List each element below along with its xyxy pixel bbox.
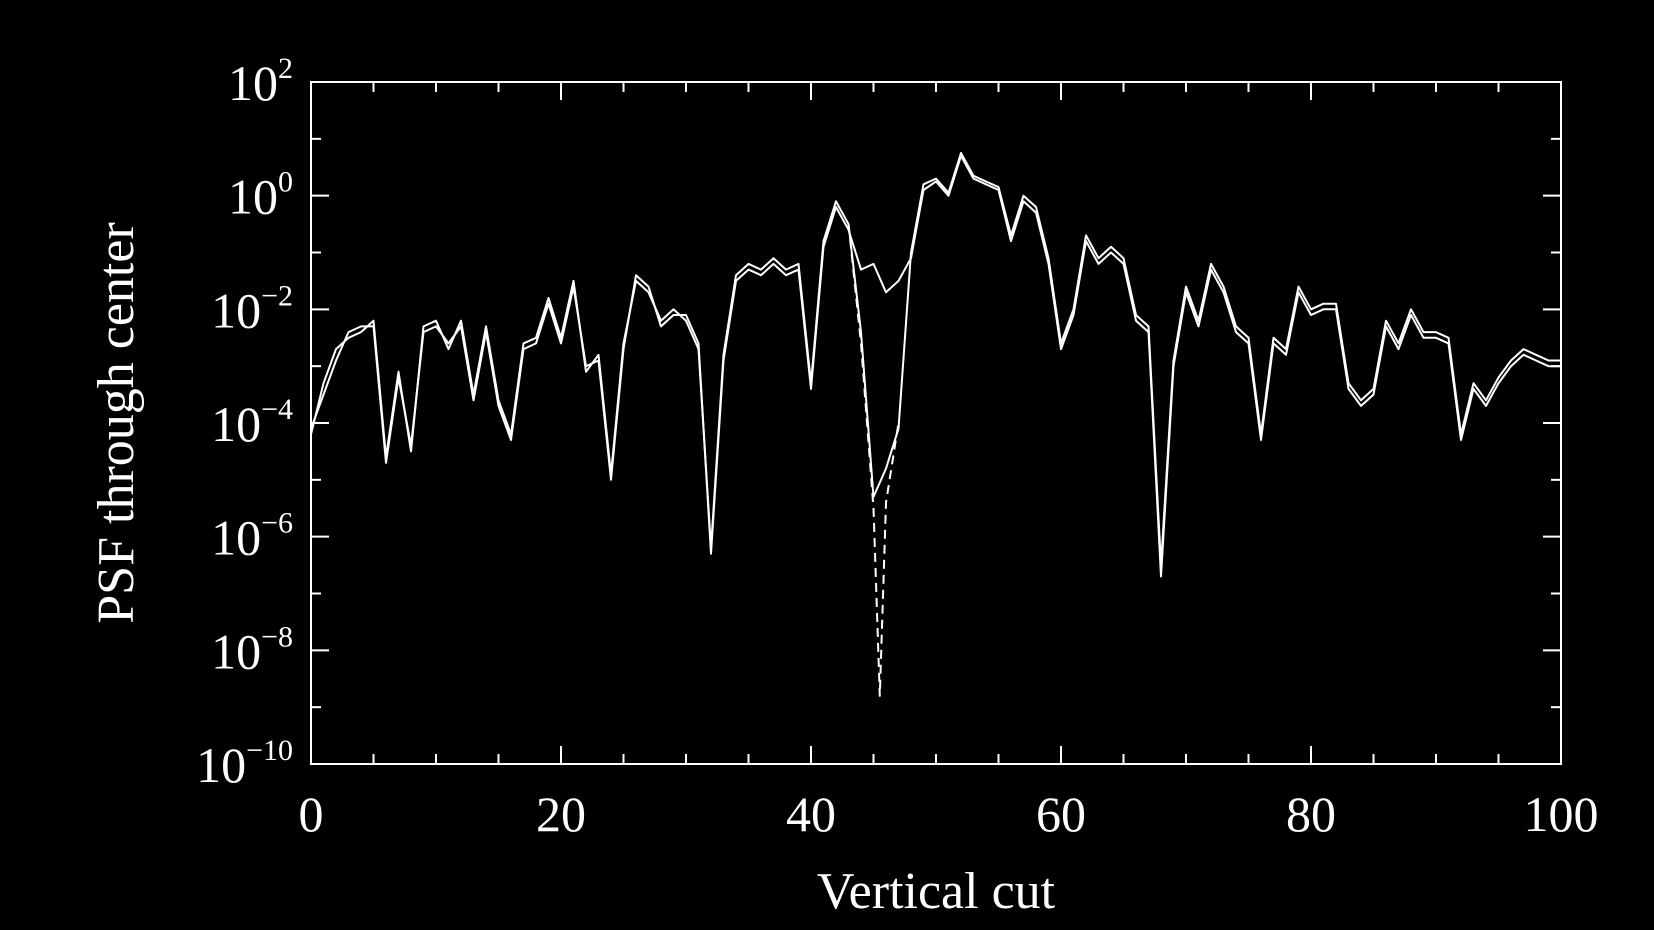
x-tick-label: 80 — [1286, 786, 1336, 842]
y-tick-label: 10−10 — [196, 734, 293, 793]
y-tick-label: 102 — [228, 52, 293, 111]
y-axis-title: PSF through center — [88, 222, 145, 624]
y-tick-label: 10−4 — [211, 393, 293, 452]
y-tick-label: 10−8 — [211, 620, 293, 679]
series-line-3 — [847, 223, 900, 697]
x-tick-label: 0 — [299, 786, 324, 842]
series-layer — [310, 152, 1561, 697]
axis-ticks — [310, 81, 1562, 765]
x-tick-labels: 0 20 40 60 80 100 — [299, 786, 1599, 842]
x-tick-label: 40 — [786, 786, 836, 842]
y-tick-label: 10−2 — [211, 279, 293, 338]
plot-frame — [310, 81, 1562, 765]
x-tick-label: 60 — [1036, 786, 1086, 842]
y-tick-label: 100 — [228, 166, 293, 225]
x-tick-label: 20 — [536, 786, 586, 842]
series-line-1 — [310, 154, 1561, 578]
x-tick-label: 100 — [1524, 786, 1599, 842]
x-axis-title: Vertical cut — [817, 863, 1056, 920]
series-line-2 — [310, 152, 1561, 567]
y-tick-label: 10−6 — [211, 507, 293, 566]
y-tick-labels: 102 100 10−2 10−4 10−6 10−8 10−10 — [196, 52, 293, 793]
